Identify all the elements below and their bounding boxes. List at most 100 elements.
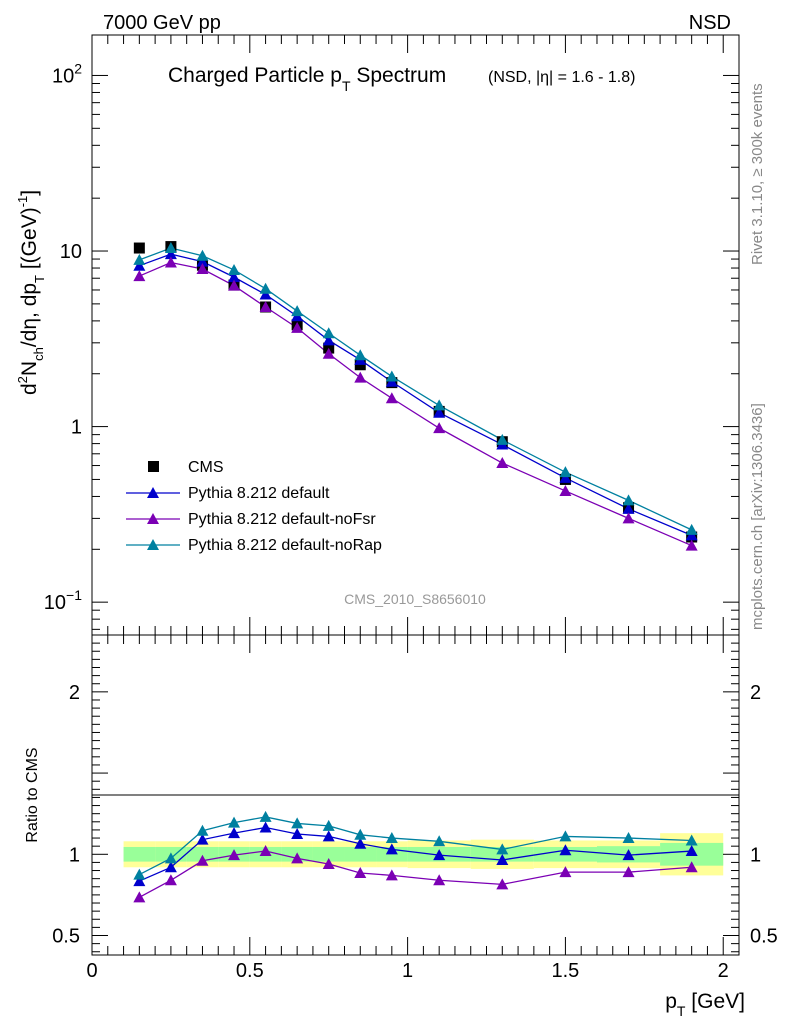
legend-label-noRap: Pythia 8.212 default-noRap	[188, 537, 382, 554]
ratio-point-noRap	[385, 832, 398, 844]
ratio-point-default	[354, 837, 367, 849]
data-point-noFsr	[385, 392, 398, 404]
ratio-line-default	[139, 826, 692, 882]
legend-label-default: Pythia 8.212 default	[188, 485, 330, 502]
ratio-point-noRap	[259, 810, 272, 822]
ratio-y-tick-label-right: 1	[750, 844, 761, 866]
ratio-point-noFsr	[685, 861, 698, 873]
ratio-point-noRap	[196, 824, 209, 836]
ratio-point-noRap	[496, 843, 509, 855]
ratio-point-default	[622, 849, 635, 861]
ratio-x-tick-label: 1	[402, 960, 413, 982]
ratio-point-noFsr	[433, 874, 446, 886]
ratio-point-noFsr	[322, 858, 335, 870]
data-point-noFsr	[259, 300, 272, 312]
main-plot-ticks: 102 10 1 10−1	[44, 35, 740, 635]
data-point-default	[622, 502, 635, 514]
ratio-y-tick-label: 0.5	[52, 926, 80, 948]
data-point-noRap	[354, 349, 367, 361]
main-y-tick-label: 1	[71, 417, 82, 439]
data-point-default	[322, 334, 335, 346]
data-point-default	[559, 471, 572, 483]
band-green	[312, 846, 345, 862]
main-series	[133, 241, 698, 551]
legend-marker-noRap	[147, 539, 159, 550]
ratio-point-default	[228, 827, 241, 839]
legend: CMS Pythia 8.212 default Pythia 8.212 de…	[126, 459, 382, 554]
data-point-noRap	[164, 242, 177, 254]
ratio-y-tick-label: 1	[69, 844, 80, 866]
header-right: NSD	[689, 12, 731, 34]
ratio-point-noRap	[622, 832, 635, 844]
ratio-point-noRap	[228, 816, 241, 828]
header-left: 7000 GeV pp	[103, 12, 221, 34]
data-point-noRap	[385, 370, 398, 382]
data-point-default	[228, 271, 241, 283]
data-point-noFsr	[685, 539, 698, 551]
data-point-default	[164, 248, 177, 260]
ratio-y-tick-label-right: 2	[750, 682, 761, 704]
band-green	[186, 846, 219, 862]
mcplots-label: mcplots.cern.ch [arXiv:1306.3436]	[749, 403, 766, 630]
legend-marker-cms	[148, 461, 159, 472]
legend-marker-noFsr	[147, 513, 159, 524]
ratio-panel: 0 0.5 1 1.5 2 2 2 1 1 0.5 0.5 Ratio to CMS pT [GeV…	[24, 634, 778, 1019]
ratio-x-tick-label: 0	[86, 960, 97, 982]
ratio-point-noRap	[354, 828, 367, 840]
data-point-noRap	[622, 494, 635, 506]
ratio-point-default	[164, 861, 177, 873]
ratio-point-noFsr	[196, 854, 209, 866]
ratio-point-noRap	[559, 830, 572, 842]
ratio-point-noFsr	[259, 845, 272, 857]
data-point-noFsr	[164, 256, 177, 268]
ratio-y-tick-label: 2	[69, 682, 80, 704]
data-point-noFsr	[322, 347, 335, 359]
ratio-point-default	[322, 830, 335, 842]
ratio-y-tick-label-right: 0.5	[750, 926, 778, 948]
data-point-noFsr	[559, 484, 572, 496]
ratio-point-noFsr	[559, 866, 572, 878]
data-point-cms	[133, 242, 145, 254]
data-point-noFsr	[291, 321, 304, 333]
data-point-noRap	[322, 327, 335, 339]
data-point-noFsr	[133, 270, 146, 282]
main-y-tick-label: 102	[52, 60, 82, 87]
ratio-line-noRap	[139, 816, 692, 876]
ratio-line-noFsr	[139, 850, 692, 898]
ratio-point-noFsr	[354, 866, 367, 878]
ratio-point-noRap	[685, 834, 698, 846]
data-point-noFsr	[622, 512, 635, 524]
ratio-point-noFsr	[228, 849, 241, 861]
ratio-plot-frame	[91, 634, 740, 956]
ratio-point-noFsr	[291, 852, 304, 864]
ratio-y-label: Ratio to CMS	[24, 747, 41, 842]
ratio-point-noRap	[322, 819, 335, 831]
data-point-noFsr	[228, 279, 241, 291]
ratio-point-noRap	[164, 852, 177, 864]
watermark: CMS_2010_S8656010	[344, 591, 486, 607]
data-point-noRap	[559, 466, 572, 478]
data-point-noRap	[228, 263, 241, 275]
main-title-note: (NSD, |η| = 1.6 - 1.8)	[488, 69, 635, 86]
data-point-default	[259, 288, 272, 300]
data-point-default	[685, 529, 698, 541]
ratio-point-noFsr	[385, 869, 398, 881]
ratio-point-noRap	[133, 868, 146, 880]
data-point-noRap	[685, 523, 698, 535]
band-green	[344, 846, 377, 862]
main-y-tick-label: 10−1	[44, 587, 82, 614]
legend-label-cms: CMS	[188, 459, 224, 476]
ratio-point-default	[259, 821, 272, 833]
data-point-noRap	[433, 399, 446, 411]
ratio-point-default	[559, 844, 572, 856]
ratio-point-default	[133, 875, 146, 887]
data-point-noFsr	[433, 422, 446, 434]
x-axis-label: pT [GeV]	[665, 990, 745, 1019]
data-point-default	[133, 259, 146, 271]
ratio-x-tick-label: 1.5	[552, 960, 580, 982]
ratio-point-default	[291, 827, 304, 839]
data-point-default	[433, 406, 446, 418]
data-point-noRap	[133, 253, 146, 265]
data-point-default	[196, 255, 209, 267]
